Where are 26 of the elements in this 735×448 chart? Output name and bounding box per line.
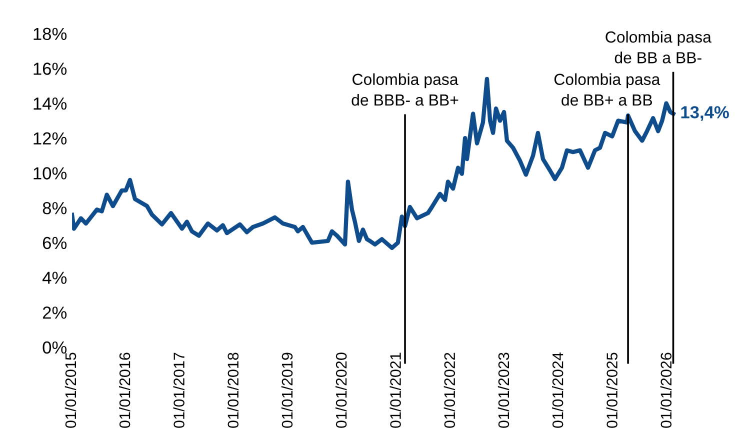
ref-line-label: Colombia pasa de BB a BB- xyxy=(606,30,712,64)
data-label: 13,4% xyxy=(681,106,729,121)
x-tick-label: 01/01/2024 xyxy=(552,352,564,428)
ref-line-label: Colombia pasa de BBB- a BB+ xyxy=(352,73,458,106)
ref-line-label: Colombia pasa de BB+ a BB xyxy=(554,73,660,106)
x-tick-label: 01/01/2026 xyxy=(660,352,672,428)
x-tick-label: 01/01/2018 xyxy=(227,352,239,428)
x-tick-label: 01/01/2015 xyxy=(64,352,76,428)
x-tick-label: 01/01/2016 xyxy=(119,352,130,428)
x-tick-label: 01/01/2021 xyxy=(390,352,401,428)
y-tick-label: 10% xyxy=(34,167,67,180)
x-tick-label: 01/01/2025 xyxy=(606,352,618,428)
y-tick-label: 0% xyxy=(42,341,67,354)
y-tick-label: 14% xyxy=(34,98,67,110)
y-tick-label: 2% xyxy=(42,306,67,319)
x-tick-label: 01/01/2023 xyxy=(498,352,510,428)
y-tick-label: 16% xyxy=(34,62,67,75)
y-tick-label: 18% xyxy=(34,28,67,40)
x-tick-label: 01/01/2017 xyxy=(173,352,184,428)
y-tick-label: 12% xyxy=(34,132,67,145)
x-tick-label: 01/01/2022 xyxy=(444,352,456,428)
y-tick-label: 6% xyxy=(42,236,67,250)
y-tick-label: 4% xyxy=(42,272,67,284)
x-tick-label: 01/01/2019 xyxy=(281,352,293,428)
x-tick-label: 01/01/2020 xyxy=(336,352,347,428)
y-tick-label: 8% xyxy=(42,202,67,214)
